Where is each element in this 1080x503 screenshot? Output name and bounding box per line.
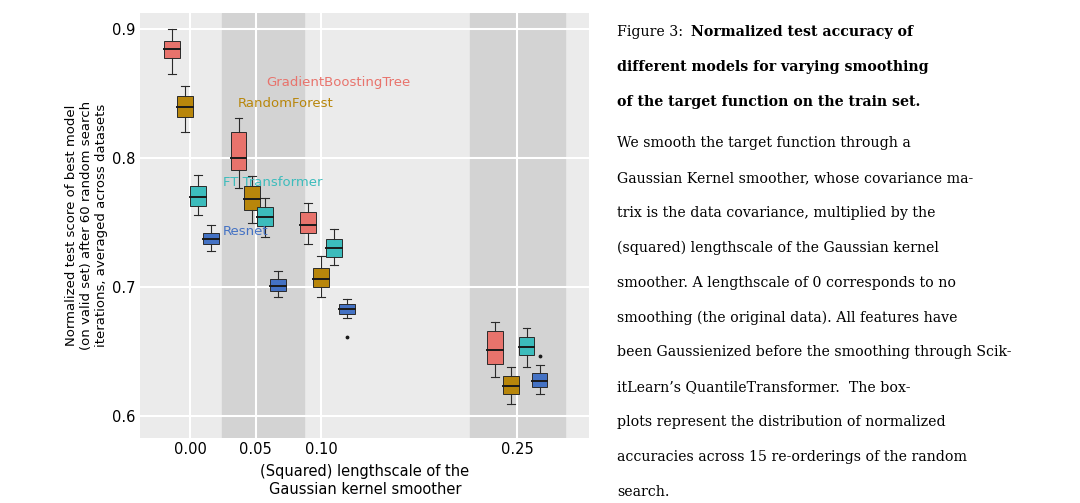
Bar (313, 268, 329, 287)
Text: Gaussian Kernel smoother, whose covariance ma-: Gaussian Kernel smoother, whose covarian… (618, 171, 973, 185)
Text: GradientBoostingTree: GradientBoostingTree (266, 76, 410, 89)
Text: of the target function on the train set.: of the target function on the train set. (618, 95, 920, 109)
Text: Resnet: Resnet (222, 225, 269, 238)
Bar (231, 132, 246, 170)
Text: smoother. A lengthscale of 0 corresponds to no: smoother. A lengthscale of 0 corresponds… (618, 276, 956, 290)
Text: We smooth the target function through a: We smooth the target function through a (618, 136, 912, 150)
Text: been Gaussienized before the smoothing through Scik-: been Gaussienized before the smoothing t… (618, 346, 1012, 359)
Text: plots represent the distribution of normalized: plots represent the distribution of norm… (618, 415, 946, 429)
Bar (487, 330, 503, 364)
Bar (270, 279, 286, 291)
Bar (164, 41, 179, 58)
Bar (203, 233, 219, 244)
Text: Figure 3: ​Normalized test accuracy of: Figure 3: ​Normalized test accuracy of (618, 25, 893, 39)
Bar (326, 239, 342, 258)
Y-axis label: Normalized test score of best model
(on valid set) after 60 random search
iterat: Normalized test score of best model (on … (65, 101, 108, 350)
Text: Normalized test accuracy of: Normalized test accuracy of (690, 25, 913, 39)
Text: RandomForest: RandomForest (238, 97, 333, 110)
Text: search.: search. (618, 485, 670, 499)
Text: (squared) lengthscale of the Gaussian kernel: (squared) lengthscale of the Gaussian ke… (618, 241, 940, 255)
Text: smoothing (the original data). All features have: smoothing (the original data). All featu… (618, 310, 958, 325)
Bar (221, 13, 303, 438)
Bar (257, 207, 272, 226)
Text: accuracies across 15 re-orderings of the random: accuracies across 15 re-orderings of the… (618, 450, 968, 464)
Bar (503, 376, 518, 394)
X-axis label: (Squared) lengthscale of the
Gaussian kernel smoother: (Squared) lengthscale of the Gaussian ke… (260, 464, 470, 497)
Bar (244, 187, 259, 210)
Text: Figure 3:: Figure 3: (618, 25, 690, 39)
Bar (531, 373, 548, 387)
Bar (190, 187, 206, 206)
Text: itLearn’s QuantileTransformer.  The box-: itLearn’s QuantileTransformer. The box- (618, 380, 910, 394)
Text: trix is the data covariance, multiplied by the: trix is the data covariance, multiplied … (618, 206, 936, 220)
Text: different models for varying smoothing: different models for varying smoothing (618, 60, 929, 74)
Bar (300, 212, 315, 233)
Bar (470, 13, 565, 438)
Bar (518, 337, 535, 355)
Bar (339, 304, 355, 314)
Bar (177, 96, 192, 117)
Text: FT Transformer: FT Transformer (222, 177, 322, 190)
